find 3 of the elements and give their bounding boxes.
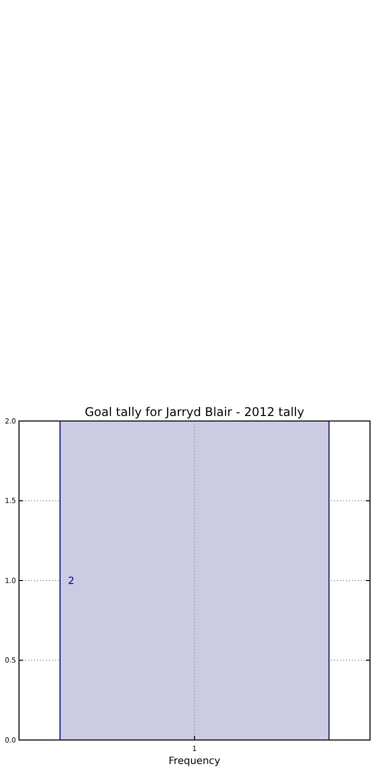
chart-title: Goal tally for Jarryd Blair - 2012 tally [84, 405, 304, 419]
data-label: 2 [68, 576, 74, 587]
x-axis-title: Frequency [168, 756, 220, 767]
